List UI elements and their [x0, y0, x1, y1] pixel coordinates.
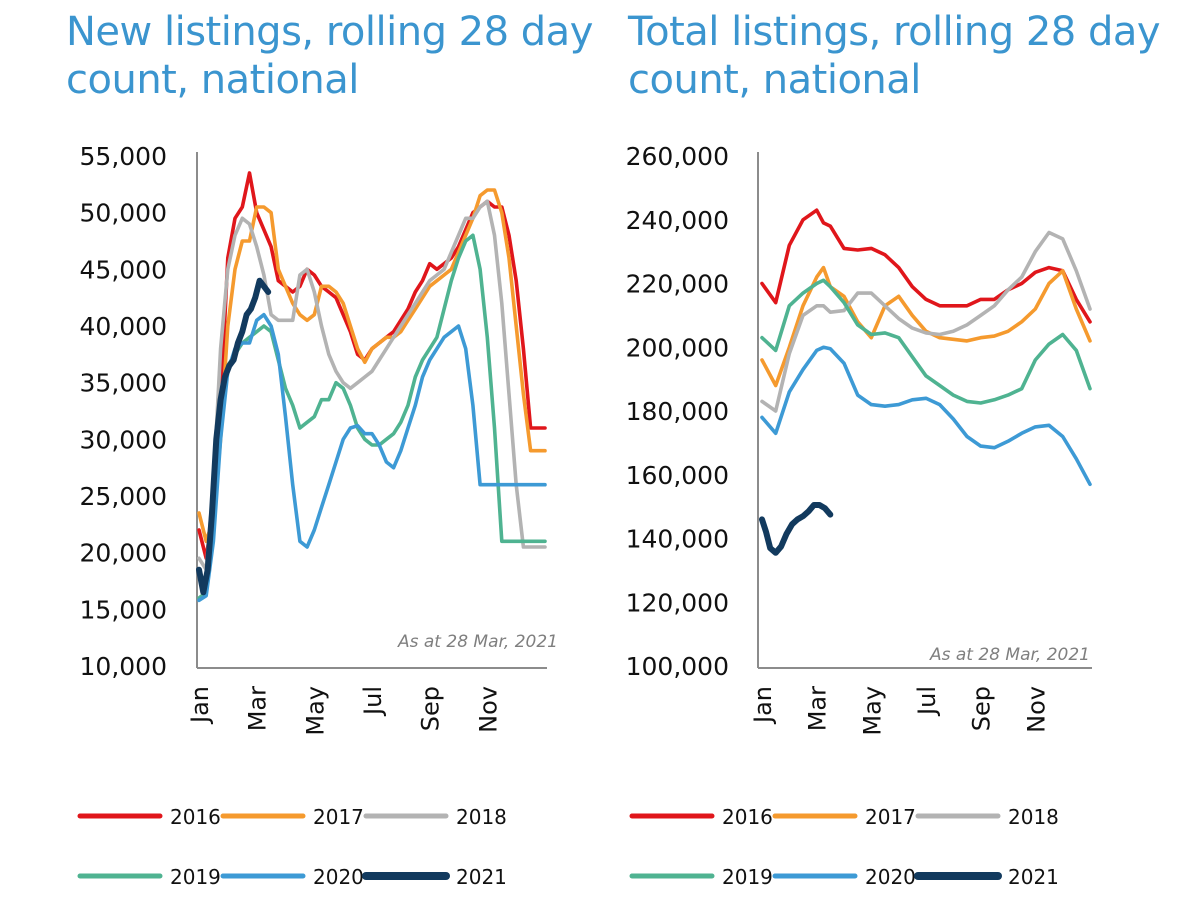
legend-item-2021: 2021 [914, 865, 1059, 889]
right-chart-title: Total listings, rolling 28 day count, na… [628, 9, 1161, 103]
y-tick-label: 10,000 [80, 652, 167, 681]
legend-label: 2018 [456, 805, 507, 829]
legend-label: 2020 [865, 865, 916, 889]
legend-label: 2016 [722, 805, 773, 829]
right-line-chart: 100,000 120,000 140,000 160,000 180,000 200,0… [626, 142, 1092, 736]
legend-item-2016: 2016 [77, 805, 221, 829]
legend-label: 2020 [313, 865, 364, 889]
legend-item-2018: 2018 [915, 805, 1059, 829]
series-line-2017 [760, 265, 1092, 388]
legend-item-2020: 2020 [772, 865, 916, 889]
y-tick-label: 120,000 [626, 588, 729, 617]
y-tick-label: 20,000 [80, 539, 167, 568]
y-tick-label: 15,000 [80, 595, 167, 624]
y-tick-label: 40,000 [80, 312, 167, 341]
y-tick-label: 45,000 [80, 255, 167, 284]
series-line-2021 [196, 277, 272, 596]
series-line-2019 [197, 233, 547, 600]
legend-item-2020: 2020 [220, 865, 364, 889]
y-tick-label: 55,000 [80, 142, 167, 171]
legend-item-2019: 2019 [77, 865, 221, 889]
legend-item-2017: 2017 [220, 805, 364, 829]
y-tick-label: 180,000 [626, 397, 729, 426]
legend-item-2016: 2016 [629, 805, 773, 829]
legend-item-2018: 2018 [363, 805, 507, 829]
series-line-2021 [759, 502, 834, 556]
x-tick-label: Nov [474, 686, 502, 733]
x-tick-label: Jan [749, 686, 777, 725]
y-tick-label: 200,000 [626, 333, 729, 362]
series-line-2020 [197, 312, 547, 603]
y-tick-label: 50,000 [80, 199, 167, 228]
x-tick-label: May [858, 686, 886, 736]
as-at-annotation: As at 28 Mar, 2021 [929, 645, 1090, 665]
y-tick-label: 100,000 [626, 652, 729, 681]
series-line-2017 [197, 188, 547, 544]
legend-item-2021: 2021 [362, 865, 507, 889]
y-tick-label: 240,000 [626, 206, 729, 235]
right-legend: 2016 2017 2018 2019 2020 2021 [629, 805, 1059, 889]
x-tick-label: Nov [1022, 686, 1050, 733]
x-tick-label: Sep [417, 686, 445, 731]
series-line-2018 [197, 199, 547, 572]
series-line-2016 [760, 208, 1092, 324]
x-tick-label: Jul [359, 686, 387, 717]
y-tick-label: 220,000 [626, 270, 729, 299]
series-line-2019 [760, 278, 1092, 405]
x-tick-label: May [301, 686, 329, 736]
series-line-2020 [760, 345, 1092, 487]
legend-label: 2019 [170, 865, 221, 889]
x-tick-label: Sep [968, 686, 996, 731]
x-tick-label: Mar [244, 686, 272, 731]
y-tick-label: 160,000 [626, 461, 729, 490]
legend-label: 2018 [1008, 805, 1059, 829]
legend-label: 2021 [1008, 865, 1059, 889]
legend-label: 2017 [313, 805, 364, 829]
x-tick-label: Mar [804, 686, 832, 731]
y-tick-label: 140,000 [626, 525, 729, 554]
y-tick-label: 35,000 [80, 369, 167, 398]
left-chart-title: New listings, rolling 28 day count, nati… [66, 9, 593, 103]
legend-item-2017: 2017 [772, 805, 916, 829]
legend-label: 2019 [722, 865, 773, 889]
legend-label: 2021 [456, 865, 507, 889]
legend-label: 2016 [170, 805, 221, 829]
as-at-annotation: As at 28 Mar, 2021 [397, 632, 558, 652]
legend-label: 2017 [865, 805, 916, 829]
series-line-2018 [760, 230, 1092, 413]
legend-item-2019: 2019 [629, 865, 773, 889]
x-tick-label: Jan [186, 686, 214, 725]
left-line-chart: 10,000 15,000 20,000 25,000 30,000 35,000 40,0… [80, 142, 558, 736]
y-tick-label: 25,000 [80, 482, 167, 511]
x-tick-label: Jul [913, 686, 941, 717]
y-tick-label: 30,000 [80, 425, 167, 454]
left-legend: 2016 2017 2018 2019 2020 2021 [77, 805, 507, 889]
y-tick-label: 260,000 [626, 142, 729, 171]
